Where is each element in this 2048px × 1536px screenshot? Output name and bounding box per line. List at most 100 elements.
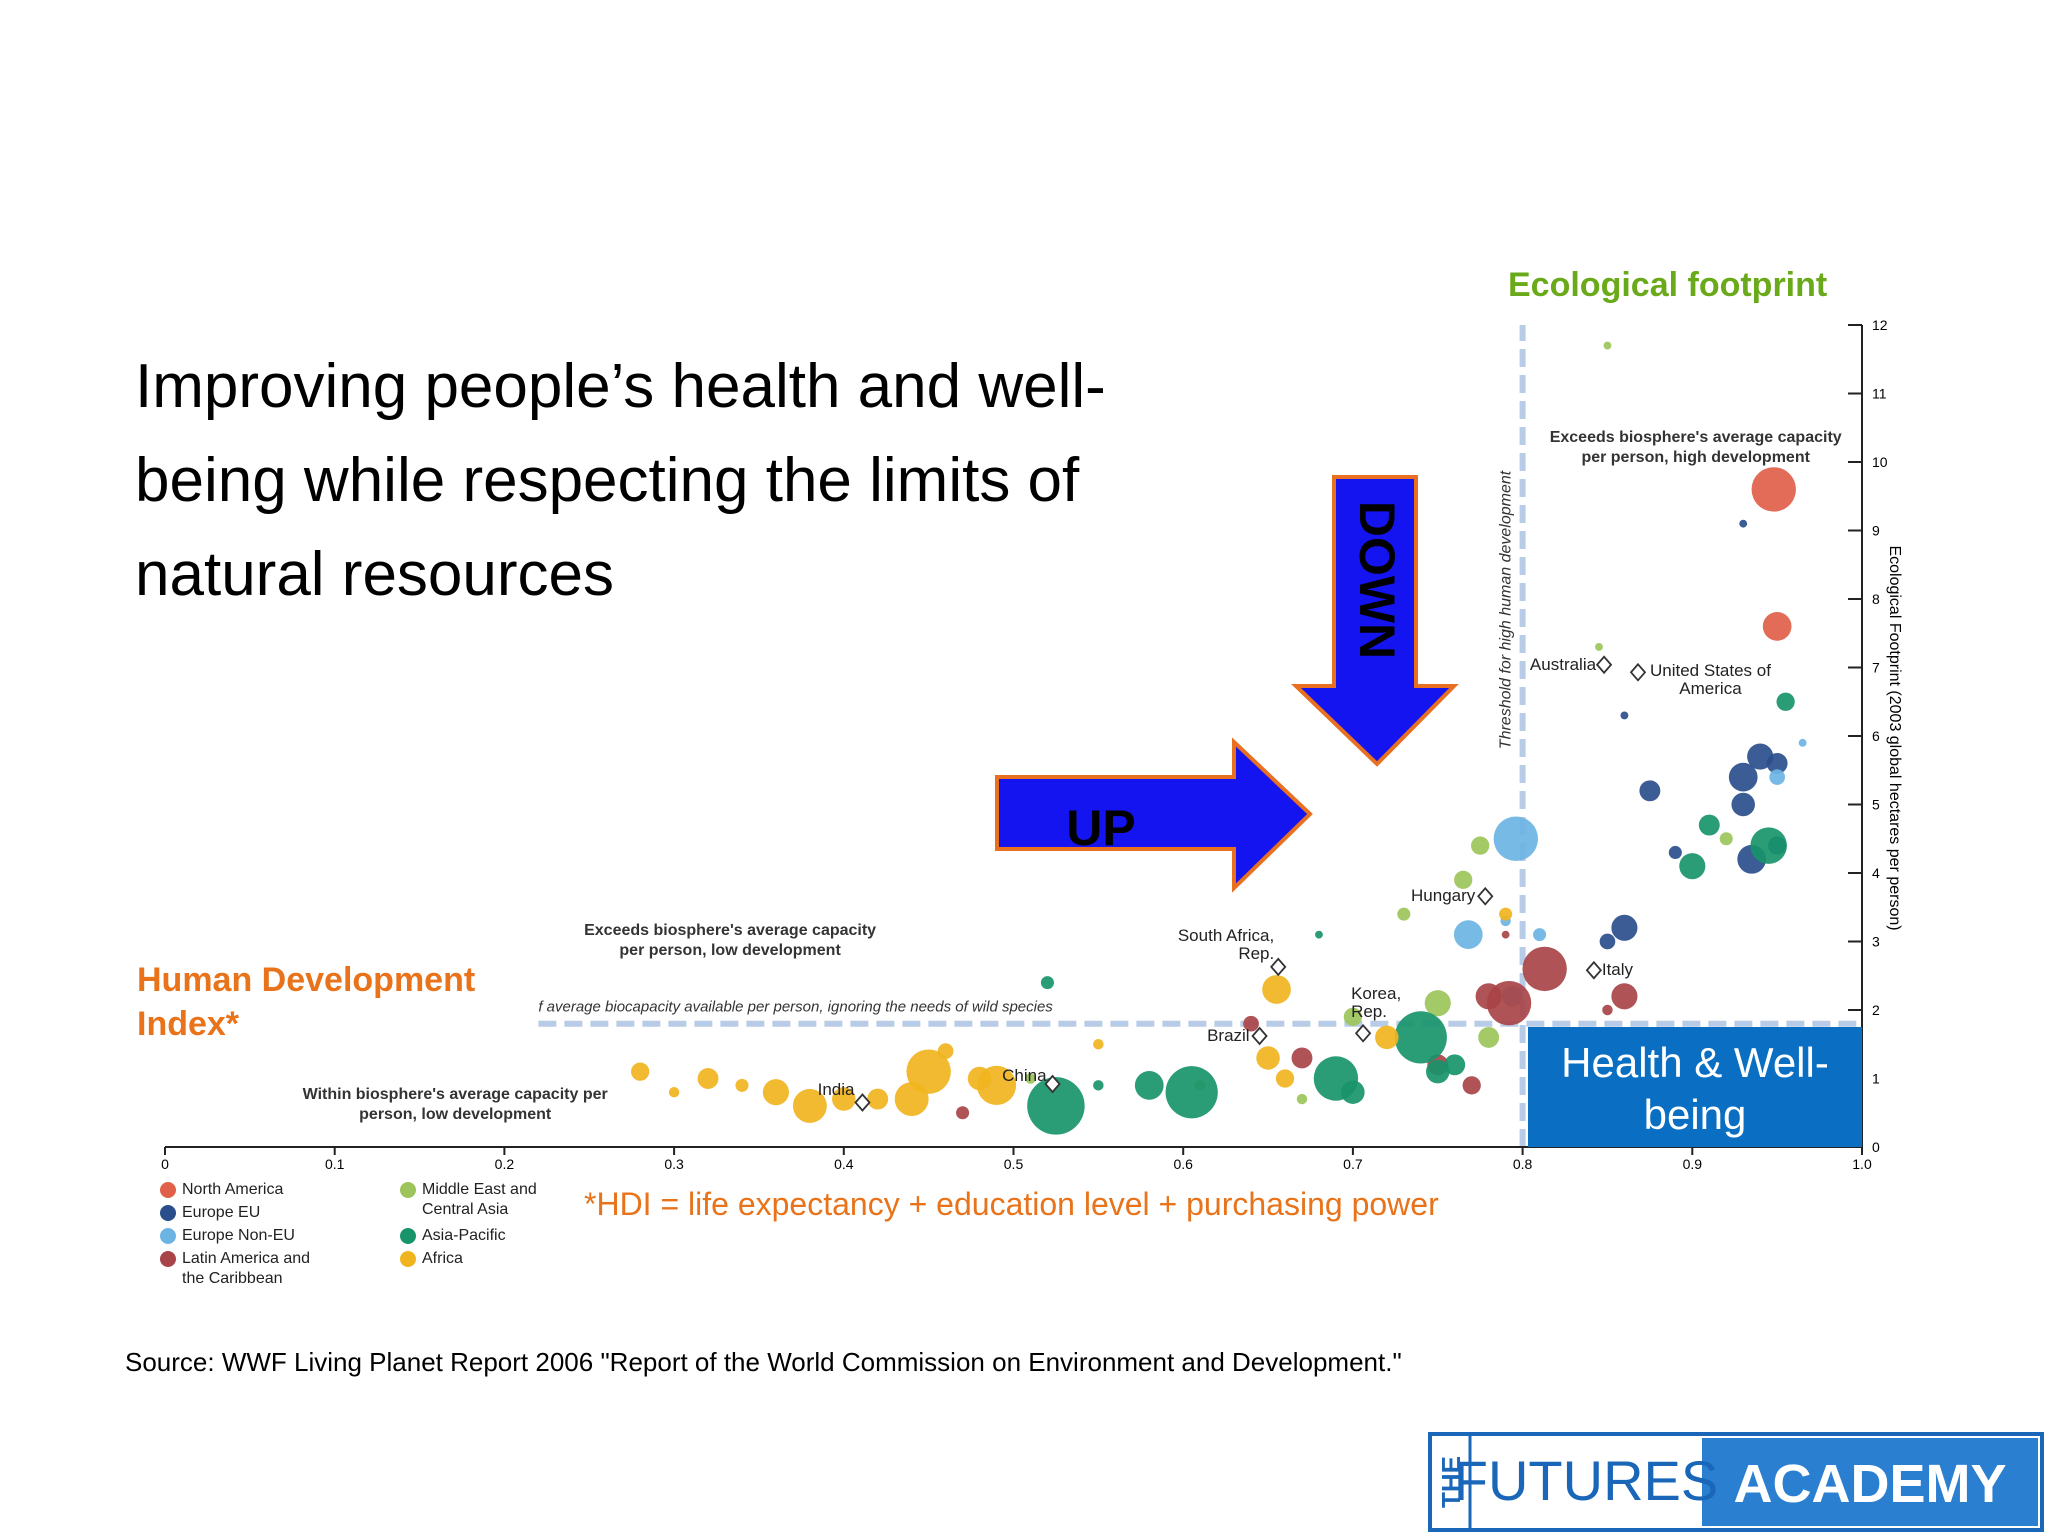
source: Source: WWF Living Planet Report 2006 "R… (125, 1347, 1402, 1377)
bubble (1425, 1059, 1450, 1084)
y-tick-label: 2 (1872, 1002, 1880, 1018)
bubble (867, 1088, 889, 1110)
annotation: Exceeds biosphere's average capacity per… (584, 921, 877, 959)
bubble (1025, 1073, 1036, 1084)
bubble (1478, 1026, 1500, 1048)
country-label: Hungary (1411, 886, 1476, 906)
bubble (1165, 1066, 1218, 1119)
bubble (1394, 1011, 1447, 1064)
arrow-down-label: DOWN (1349, 501, 1405, 659)
y-tick-label: 3 (1872, 934, 1880, 950)
bubble (1093, 1080, 1104, 1091)
health-box: Health & Well-being (1528, 1027, 1862, 1147)
footnote: *HDI = life expectancy + education level… (584, 1186, 1439, 1222)
country-label: Australia (1529, 654, 1597, 674)
bubble (1602, 1004, 1613, 1016)
bubble (697, 1068, 719, 1089)
bubble (1679, 853, 1706, 880)
bubble (1728, 762, 1758, 792)
bubble (894, 1082, 929, 1117)
bubble (1471, 836, 1490, 855)
bubble (1462, 1076, 1481, 1095)
bubble (1668, 845, 1682, 859)
country-marker (1251, 1026, 1268, 1046)
bubble (1501, 930, 1510, 939)
bubble (1027, 1077, 1085, 1135)
arrow-down (1291, 475, 1459, 767)
legend-label: North America (182, 1181, 284, 1198)
legend-label: Latin America and the Caribbean (182, 1250, 311, 1287)
arrow-up (995, 737, 1313, 893)
country-marker (1585, 960, 1603, 980)
bubble (735, 1078, 749, 1092)
x-tick-label: 0.1 (325, 1156, 345, 1172)
bubble (1040, 976, 1054, 990)
bubble (1262, 975, 1291, 1004)
bubble (1769, 769, 1785, 785)
bubble (1603, 341, 1612, 350)
bubble (1698, 814, 1720, 836)
country-label: Italy (1601, 960, 1634, 980)
bubble (1750, 827, 1787, 864)
bubble (1475, 983, 1502, 1010)
bubble (668, 1086, 680, 1098)
y-tick-label: 5 (1872, 797, 1880, 813)
legend-swatch (160, 1251, 176, 1267)
bubble (1291, 1047, 1313, 1069)
bubble (967, 1066, 992, 1091)
bubble (1751, 467, 1796, 512)
bubble (1766, 752, 1788, 774)
country-marker (1270, 957, 1287, 977)
threshold-x-label: Threshold for high human development (1498, 470, 1515, 749)
bubble (1533, 928, 1547, 942)
legend-label: Asia-Pacific (422, 1227, 506, 1244)
bubble (1611, 983, 1638, 1010)
bubble (1134, 1070, 1164, 1100)
x-tick-label: 0.5 (1004, 1156, 1024, 1172)
bubble (937, 1043, 954, 1059)
bubble (1599, 933, 1616, 950)
annotation: Exceeds biosphere's average capacity per… (1549, 428, 1842, 466)
logo-futures: FUTURES (1454, 1449, 1718, 1512)
legend-item: Europe Non-EU (160, 1226, 332, 1246)
bubble (1639, 780, 1661, 802)
bubble (1453, 920, 1483, 950)
bubble (762, 1079, 789, 1106)
bubble (1595, 643, 1603, 651)
bubble (1611, 914, 1638, 941)
y-tick-label: 6 (1872, 728, 1880, 744)
country-marker (1354, 1023, 1372, 1043)
bubble (1375, 1025, 1399, 1050)
bubble (1620, 711, 1629, 720)
y-tick-label: 4 (1872, 865, 1880, 881)
bubble (1444, 1054, 1466, 1076)
country-label: South Africa, Rep. (1177, 925, 1275, 963)
slide-title: Improving people’s health and well-being… (135, 352, 1106, 609)
legend-swatch (160, 1228, 176, 1244)
y-heading: Ecological footprint (1508, 266, 1828, 304)
bubble (906, 1049, 951, 1094)
country-label: Brazil (1207, 1026, 1250, 1046)
y-tick-label: 7 (1872, 660, 1880, 676)
legend-item: Europe EU (160, 1203, 332, 1223)
country-marker (854, 1093, 871, 1112)
logo-block (1702, 1438, 2038, 1526)
bubble (956, 1106, 970, 1120)
x-tick-label: 0.7 (1343, 1156, 1363, 1172)
bubble (1341, 1080, 1365, 1104)
bubble (1093, 1039, 1104, 1050)
legend-item: Latin America and the Caribbean (160, 1249, 332, 1289)
logo-the: THE (1436, 1456, 1466, 1508)
legend-item: Asia-Pacific (400, 1226, 572, 1246)
legend-swatch (400, 1228, 416, 1244)
country-label: China (1002, 1065, 1047, 1085)
legend-item: North America (160, 1180, 332, 1200)
logo-academy: ACADEMY (1733, 1454, 2006, 1514)
x-tick-label: 0.6 (1173, 1156, 1193, 1172)
country-label: United States of America (1650, 661, 1771, 699)
legend-swatch (400, 1251, 416, 1267)
y-tick-label: 1 (1872, 1071, 1880, 1087)
y-tick-label: 9 (1872, 523, 1880, 539)
